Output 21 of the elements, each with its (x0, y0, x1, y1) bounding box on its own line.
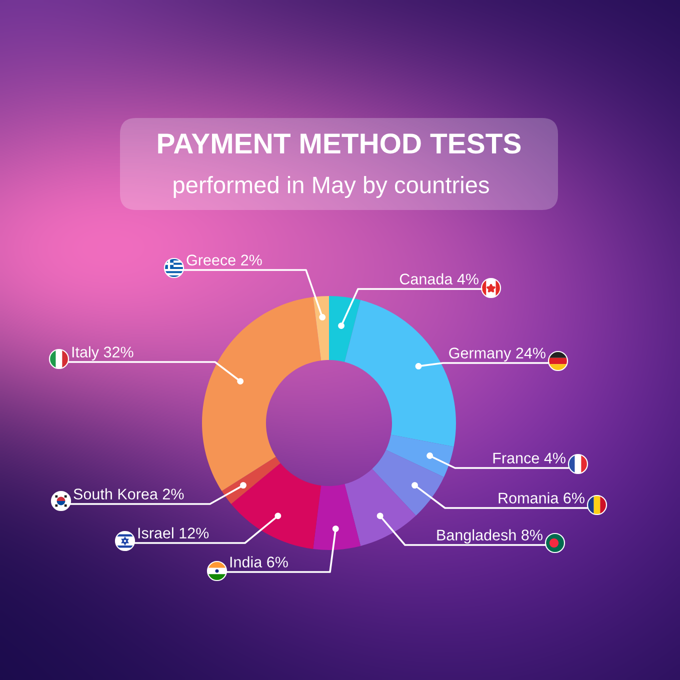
slice-label: Romania 6% (498, 492, 584, 504)
donut-slice (386, 434, 454, 478)
donut-slice (231, 463, 322, 549)
slice-label: India 6% (230, 556, 288, 568)
slice-label: Bangladesh 8% (437, 529, 542, 544)
donut-slice (329, 296, 361, 362)
donut-slice (313, 296, 329, 360)
slice-label: Canada 4% (400, 273, 478, 284)
slice-label: South Korea 2% (74, 488, 184, 500)
donut-slice (344, 468, 416, 546)
slice-label: Italy 32% (72, 346, 134, 360)
slice-label: Israel 12% (138, 527, 209, 538)
donut-slice (222, 456, 280, 504)
chart-title: PAYMENT METHOD TESTS (158, 133, 521, 154)
donut-slice (372, 450, 444, 516)
chart-subtitle: performed in May by countries (174, 176, 489, 198)
slice-label: France 4% (493, 452, 566, 464)
donut-slice (202, 297, 322, 492)
donut-slice (313, 484, 361, 550)
slice-label: Greece 2% (186, 254, 262, 266)
slice-label: Germany 24% (449, 348, 546, 362)
